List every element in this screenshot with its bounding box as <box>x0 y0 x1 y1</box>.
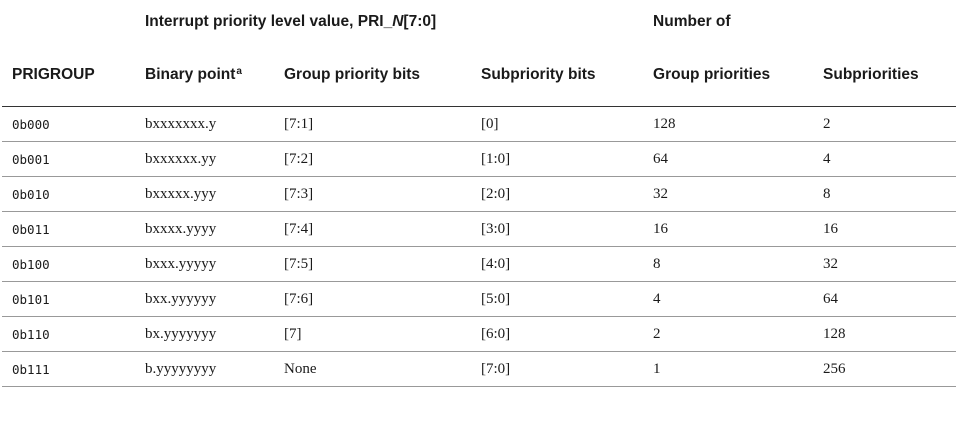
cell-subpriorities: 64 <box>813 281 957 317</box>
col-header-prigroup: PRIGROUP <box>2 44 135 107</box>
header-priority-prefix: Interrupt priority level value, PRI_ <box>145 13 393 30</box>
col-header-subpriorities: Subpriorities <box>813 44 957 107</box>
cell-subpriorities: 4 <box>813 141 957 177</box>
cell-prigroup: 0b100 <box>2 246 135 282</box>
header-priority-suffix: [7:0] <box>403 13 437 30</box>
cell-group-bits: [7:3] <box>274 176 471 212</box>
cell-group-priorities: 128 <box>643 106 814 142</box>
cell-group-bits: [7:5] <box>274 246 471 282</box>
cell-prigroup: 0b111 <box>2 351 135 387</box>
table-row: 0b011 bxxxx.yyyy [7:4] [3:0] 16 16 <box>2 211 957 247</box>
cell-prigroup: 0b101 <box>2 281 135 317</box>
cell-sub-bits: [4:0] <box>471 246 644 282</box>
cell-subpriorities: 32 <box>813 246 957 282</box>
cell-binary-point: bxx.yyyyyy <box>135 281 274 317</box>
cell-group-bits: None <box>274 351 471 387</box>
header-row-group: Interrupt priority level value, PRI_N[7:… <box>2 0 956 44</box>
cell-sub-bits: [7:0] <box>471 351 644 387</box>
cell-prigroup: 0b010 <box>2 176 135 212</box>
cell-prigroup: 0b000 <box>2 106 135 142</box>
table-row: 0b110 bx.yyyyyyy [7] [6:0] 2 128 <box>2 316 957 352</box>
cell-subpriorities: 8 <box>813 176 957 212</box>
binary-point-label: Binary point <box>145 66 236 83</box>
header-priority-var: N <box>392 13 404 30</box>
cell-binary-point: bxxxxx.yyy <box>135 176 274 212</box>
table-row: 0b010 bxxxxx.yyy [7:3] [2:0] 32 8 <box>2 176 957 212</box>
cell-subpriorities: 256 <box>813 351 957 387</box>
cell-sub-bits: [3:0] <box>471 211 644 247</box>
prigroup-table: Interrupt priority level value, PRI_N[7:… <box>2 0 957 387</box>
cell-group-priorities: 1 <box>643 351 814 387</box>
cell-binary-point: bxxx.yyyyy <box>135 246 274 282</box>
header-priority-level-value: Interrupt priority level value, PRI_N[7:… <box>135 0 643 44</box>
cell-group-priorities: 16 <box>643 211 814 247</box>
cell-group-priorities: 2 <box>643 316 814 352</box>
table-row: 0b111 b.yyyyyyyy None [7:0] 1 256 <box>2 351 957 387</box>
col-header-group-priorities: Group priorities <box>643 44 814 107</box>
cell-sub-bits: [1:0] <box>471 141 644 177</box>
col-header-binary-point: Binary pointa <box>135 44 274 107</box>
cell-group-priorities: 4 <box>643 281 814 317</box>
cell-prigroup: 0b011 <box>2 211 135 247</box>
table-row: 0b001 bxxxxxx.yy [7:2] [1:0] 64 4 <box>2 141 957 177</box>
cell-binary-point: bxxxxxxx.y <box>135 106 274 142</box>
footnote-marker: a <box>236 66 242 77</box>
cell-sub-bits: [5:0] <box>471 281 644 317</box>
cell-group-bits: [7:2] <box>274 141 471 177</box>
table-row: 0b000 bxxxxxxx.y [7:1] [0] 128 2 <box>2 106 957 142</box>
table-row: 0b100 bxxx.yyyyy [7:5] [4:0] 8 32 <box>2 246 957 282</box>
cell-group-bits: [7:4] <box>274 211 471 247</box>
col-header-group-priority-bits: Group priority bits <box>274 44 471 107</box>
cell-group-bits: [7] <box>274 316 471 352</box>
cell-binary-point: bxxxxxx.yy <box>135 141 274 177</box>
cell-binary-point: bx.yyyyyyy <box>135 316 274 352</box>
cell-sub-bits: [6:0] <box>471 316 644 352</box>
header-number-of: Number of <box>653 13 731 30</box>
cell-subpriorities: 128 <box>813 316 957 352</box>
cell-group-bits: [7:6] <box>274 281 471 317</box>
cell-group-priorities: 32 <box>643 176 814 212</box>
cell-subpriorities: 16 <box>813 211 957 247</box>
table-body: 0b000 bxxxxxxx.y [7:1] [0] 128 2 0b001 b… <box>2 106 957 387</box>
header-empty-cell <box>2 0 135 44</box>
cell-binary-point: bxxxx.yyyy <box>135 211 274 247</box>
cell-sub-bits: [0] <box>471 106 644 142</box>
col-header-subpriority-bits: Subpriority bits <box>471 44 644 107</box>
cell-sub-bits: [2:0] <box>471 176 644 212</box>
header-row-columns: PRIGROUP Binary pointa Group priority bi… <box>2 44 957 107</box>
table-row: 0b101 bxx.yyyyyy [7:6] [5:0] 4 64 <box>2 281 957 317</box>
cell-prigroup: 0b001 <box>2 141 135 177</box>
cell-prigroup: 0b110 <box>2 316 135 352</box>
cell-binary-point: b.yyyyyyyy <box>135 351 274 387</box>
cell-group-bits: [7:1] <box>274 106 471 142</box>
cell-group-priorities: 8 <box>643 246 814 282</box>
cell-subpriorities: 2 <box>813 106 957 142</box>
cell-group-priorities: 64 <box>643 141 814 177</box>
